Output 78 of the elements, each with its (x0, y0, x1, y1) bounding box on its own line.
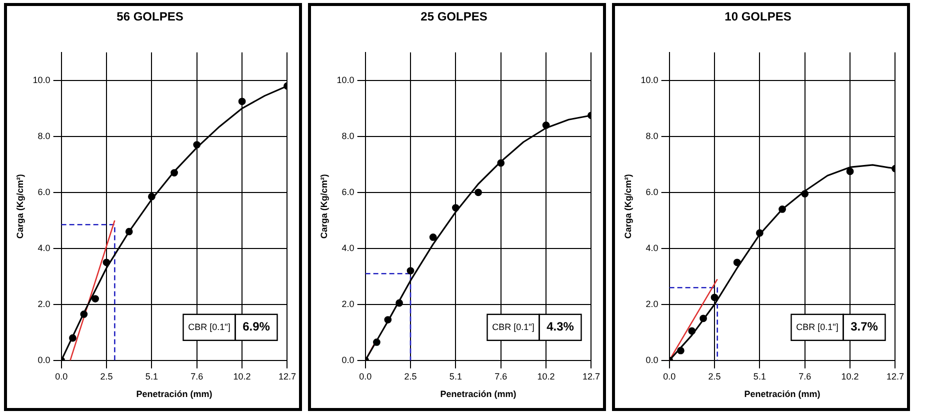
point (542, 122, 550, 129)
y-tick-label: 8.0 (38, 130, 50, 141)
x-tick-label: 12.7 (278, 371, 296, 382)
y-axis-title: Carga (Kg/cm²) (318, 174, 329, 239)
x-axis-title: Penetración (mm) (744, 389, 820, 400)
chart-title: 25 GOLPES (420, 10, 488, 24)
point (373, 338, 380, 346)
y-tick-label: 10.0 (32, 74, 50, 85)
point (69, 334, 76, 342)
chart-title: 10 GOLPES (724, 10, 792, 24)
point (700, 314, 707, 322)
point (710, 294, 718, 302)
point (801, 190, 809, 198)
x-tick-label: 0.0 (359, 371, 372, 382)
y-tick-label: 2.0 (342, 298, 354, 309)
point (102, 258, 110, 266)
y-tick-label: 8.0 (342, 130, 354, 141)
annotation: CBR [0.1"] (492, 322, 534, 332)
annotation: CBR [0.1"] (188, 322, 230, 332)
point (406, 267, 414, 274)
y-tick-label: 6.0 (38, 186, 50, 197)
y-tick-label: 4.0 (646, 242, 658, 253)
point (688, 327, 696, 335)
x-tick-label: 5.1 (753, 371, 766, 382)
x-tick-label: 10.2 (841, 371, 859, 382)
x-tick-label: 12.7 (886, 371, 904, 382)
point (474, 188, 482, 196)
point (429, 234, 437, 241)
y-tick-label: 6.0 (646, 186, 658, 197)
point (497, 159, 505, 167)
y-tick-label: 4.0 (342, 242, 354, 253)
point (396, 299, 403, 307)
x-tick-label: 7.6 (190, 371, 204, 382)
x-tick-label: 7.6 (798, 371, 812, 382)
point (125, 228, 133, 236)
point (92, 295, 99, 302)
x-tick-label: 12.7 (582, 371, 600, 382)
y-axis-title: Carga (Kg/cm²) (622, 174, 633, 239)
point (846, 168, 854, 176)
point (756, 229, 764, 237)
annotation: 6.9% (242, 320, 270, 334)
point (238, 98, 246, 106)
y-tick-label: 0.0 (342, 354, 354, 365)
x-tick-label: 2.5 (404, 371, 417, 382)
x-axis-title: Penetración (mm) (440, 389, 516, 400)
point (148, 192, 156, 200)
x-tick-label: 7.6 (494, 371, 508, 382)
point (452, 204, 460, 212)
x-tick-label: 0.0 (663, 371, 676, 382)
x-tick-label: 10.2 (233, 371, 251, 382)
y-tick-label: 6.0 (342, 186, 354, 197)
y-axis-title: Carga (Kg/cm²) (14, 174, 25, 239)
point (80, 310, 88, 318)
x-tick-label: 2.5 (708, 371, 721, 382)
x-tick-label: 5.1 (145, 371, 158, 382)
chart-title: 56 GOLPES (116, 10, 184, 24)
x-axis-title: Penetración (mm) (136, 389, 212, 400)
y-tick-label: 0.0 (646, 354, 658, 365)
x-tick-label: 10.2 (537, 371, 555, 382)
annotation: 4.3% (546, 320, 574, 334)
y-tick-label: 2.0 (646, 298, 658, 309)
y-tick-label: 0.0 (38, 354, 50, 365)
point (677, 346, 684, 354)
annotation: 3.7% (850, 320, 878, 334)
point (384, 316, 392, 324)
y-tick-label: 8.0 (646, 130, 658, 141)
y-tick-label: 10.0 (640, 74, 658, 85)
x-tick-label: 5.1 (449, 371, 462, 382)
y-tick-label: 2.0 (38, 298, 50, 309)
annotation: CBR [0.1"] (796, 322, 838, 332)
y-tick-label: 4.0 (38, 242, 50, 253)
y-tick-label: 10.0 (336, 74, 354, 85)
point (193, 141, 201, 148)
point (170, 169, 178, 176)
point (778, 206, 786, 213)
point (733, 258, 741, 266)
x-tick-label: 2.5 (100, 371, 113, 382)
x-tick-label: 0.0 (55, 371, 68, 382)
